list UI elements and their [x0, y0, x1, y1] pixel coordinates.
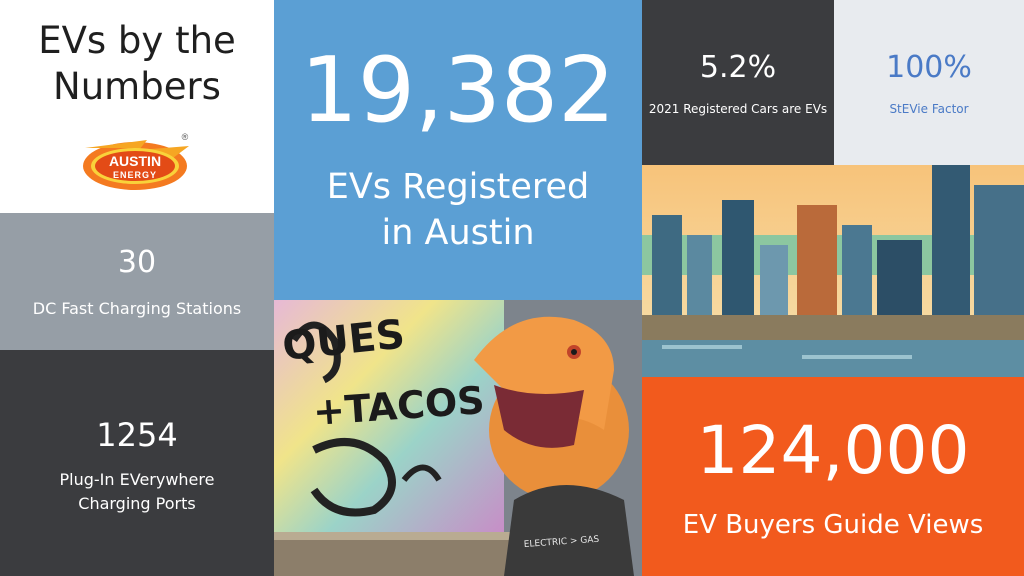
ev-share-caption: 2021 Registered Cars are EVs [648, 102, 828, 116]
stevie-factor-value: 100% [886, 50, 972, 85]
stevie-factor-tile: 100% StEVie Factor [834, 0, 1024, 165]
charging-ports-caption: Plug-In EVerywhere Charging Ports [59, 470, 215, 513]
austin-skyline-illustration [642, 165, 1024, 377]
buyers-guide-views-tile: 124,000 EV Buyers Guide Views [642, 377, 1024, 576]
ev-share-tile: 5.2% 2021 Registered Cars are EVs [642, 0, 834, 165]
austin-energy-logo: AUSTIN ENERGY ® [77, 126, 197, 196]
buyers-guide-views-caption: EV Buyers Guide Views [682, 510, 984, 540]
dc-fast-charging-caption: DC Fast Charging Stations [32, 299, 242, 318]
title-tile: EVs by the Numbers AUSTIN ENERGY ® [0, 0, 274, 213]
svg-text:AUSTIN: AUSTIN [109, 153, 161, 169]
page-title: EVs by the Numbers [38, 19, 236, 108]
dinosaur-costume-photo: QUES +TACOS ELECTRIC > GAS [274, 300, 642, 576]
evs-registered-tile: 19,382 EVs Registered in Austin [274, 0, 642, 300]
charging-ports-tile: 1254 Plug-In EVerywhere Charging Ports [0, 350, 274, 576]
evs-registered-value: 19,382 [300, 38, 616, 143]
dc-fast-charging-value: 30 [117, 245, 157, 280]
evs-registered-caption: EVs Registered in Austin [326, 167, 590, 253]
svg-text:®: ® [182, 132, 189, 142]
charging-ports-value: 1254 [96, 416, 178, 454]
buyers-guide-views-value: 124,000 [696, 412, 970, 489]
stevie-factor-caption: StEVie Factor [889, 102, 969, 116]
ev-share-value: 5.2% [699, 50, 777, 85]
dc-fast-charging-tile: 30 DC Fast Charging Stations [0, 213, 274, 350]
svg-text:ENERGY: ENERGY [113, 170, 157, 180]
